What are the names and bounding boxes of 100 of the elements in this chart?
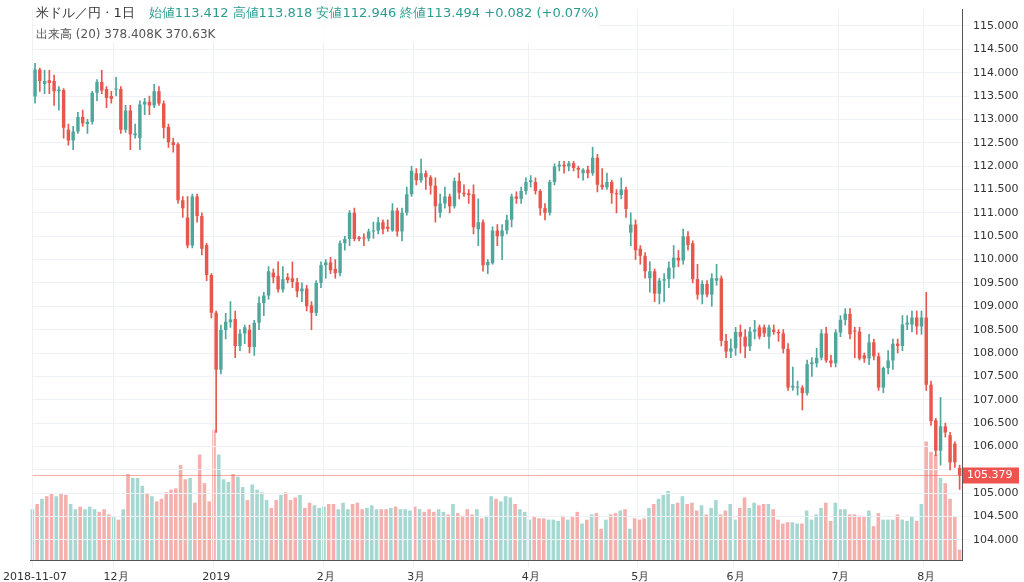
bar: [303, 507, 307, 560]
y-tick-label: 113.000: [973, 112, 1019, 126]
x-tick-label: 2019: [202, 570, 231, 582]
y-tick-label: 107.500: [973, 369, 1019, 383]
candlestick: [662, 273, 666, 302]
bar: [857, 515, 862, 560]
bar: [217, 454, 221, 560]
candlestick: [600, 168, 604, 190]
y-tick-label: 108.000: [973, 345, 1019, 359]
bar: [757, 505, 761, 560]
y-tick-label: 109.500: [973, 275, 1019, 289]
bar: [795, 523, 799, 560]
y-tick-label: 114.500: [973, 42, 1019, 56]
bar: [943, 483, 948, 560]
y-tick-label: 115.000: [973, 18, 1019, 32]
bar: [494, 498, 498, 560]
bar: [651, 504, 656, 560]
y-tick-label: 110.000: [973, 252, 1019, 266]
bar: [78, 506, 82, 560]
bar: [145, 493, 149, 560]
bar: [642, 518, 646, 560]
y-tick-label: 114.000: [973, 65, 1019, 79]
bar: [780, 523, 785, 560]
bar: [661, 494, 666, 560]
bar: [188, 477, 192, 560]
bar: [293, 497, 298, 560]
y-tick-label: 104.500: [973, 509, 1019, 523]
bar: [54, 496, 59, 560]
candlestick: [648, 261, 652, 293]
candlestick: [752, 319, 757, 340]
bar: [556, 520, 560, 560]
bar: [44, 496, 49, 560]
y-tick-label: 110.500: [973, 229, 1019, 243]
x-tick-label: 5月: [631, 570, 650, 582]
bar: [475, 509, 479, 560]
candlestick: [57, 86, 61, 111]
y-tick-label: 109.000: [973, 299, 1019, 313]
y-tick-label: 112.500: [973, 135, 1019, 149]
y-tick-label: 108.500: [973, 322, 1019, 336]
candlestick: [424, 170, 428, 190]
bar: [823, 502, 828, 560]
bar: [843, 509, 847, 560]
y-tick-label: 113.500: [973, 88, 1019, 102]
candlestick: [114, 77, 118, 97]
bar: [446, 514, 450, 560]
y-tick-label: 106.500: [973, 415, 1019, 429]
bar: [867, 510, 871, 560]
candlestick: [586, 165, 590, 179]
bar: [87, 506, 92, 560]
bar: [647, 507, 651, 560]
y-tick-label: 105.000: [973, 486, 1019, 500]
x-tick-label: 6月: [726, 570, 745, 582]
candlestick: [810, 357, 814, 377]
bar: [164, 492, 169, 560]
y-tick-label: 111.000: [973, 205, 1019, 219]
bar: [130, 477, 135, 560]
bar: [121, 509, 125, 560]
bar: [126, 474, 130, 560]
candlestick: [528, 175, 533, 188]
bar: [384, 509, 388, 560]
bar: [369, 505, 374, 560]
bar: [608, 514, 613, 560]
candlestick: [557, 161, 561, 172]
candlestick: [324, 259, 328, 279]
bar: [604, 519, 608, 560]
bar: [618, 510, 623, 560]
bar: [623, 509, 627, 560]
bar: [298, 494, 302, 560]
bar: [628, 528, 632, 560]
bar: [728, 504, 732, 560]
bar: [518, 509, 522, 560]
candlestick: [729, 338, 733, 359]
bar: [933, 454, 938, 560]
candlestick: [791, 366, 795, 391]
bar: [532, 517, 537, 560]
bar: [250, 484, 255, 560]
bar: [35, 504, 39, 560]
y-tick-label: 107.000: [973, 392, 1019, 406]
candlestick: [581, 168, 585, 181]
bar: [489, 496, 494, 560]
bar: [236, 476, 240, 560]
y-tick-label: 112.000: [973, 158, 1019, 172]
x-tick-label: 3月: [407, 570, 426, 582]
y-tick-label: 111.500: [973, 182, 1019, 196]
bar: [900, 519, 905, 560]
candlestick: [109, 91, 114, 104]
bar: [40, 498, 44, 560]
bar: [279, 494, 283, 560]
x-tick-label: 8月: [917, 570, 936, 582]
x-tick-label: 7月: [831, 570, 850, 582]
candlestick: [500, 224, 504, 260]
bar: [326, 504, 331, 560]
y-tick-label: 104.000: [973, 532, 1019, 546]
annotation: 出来高 (20) 378.408K 370.63K: [36, 26, 217, 43]
bar: [575, 511, 580, 560]
bar: [150, 496, 154, 560]
bar: [752, 502, 756, 560]
bar: [451, 504, 455, 560]
candlestick: [562, 161, 566, 174]
chart-title: 米ドル／円 · 1日: [36, 4, 135, 22]
